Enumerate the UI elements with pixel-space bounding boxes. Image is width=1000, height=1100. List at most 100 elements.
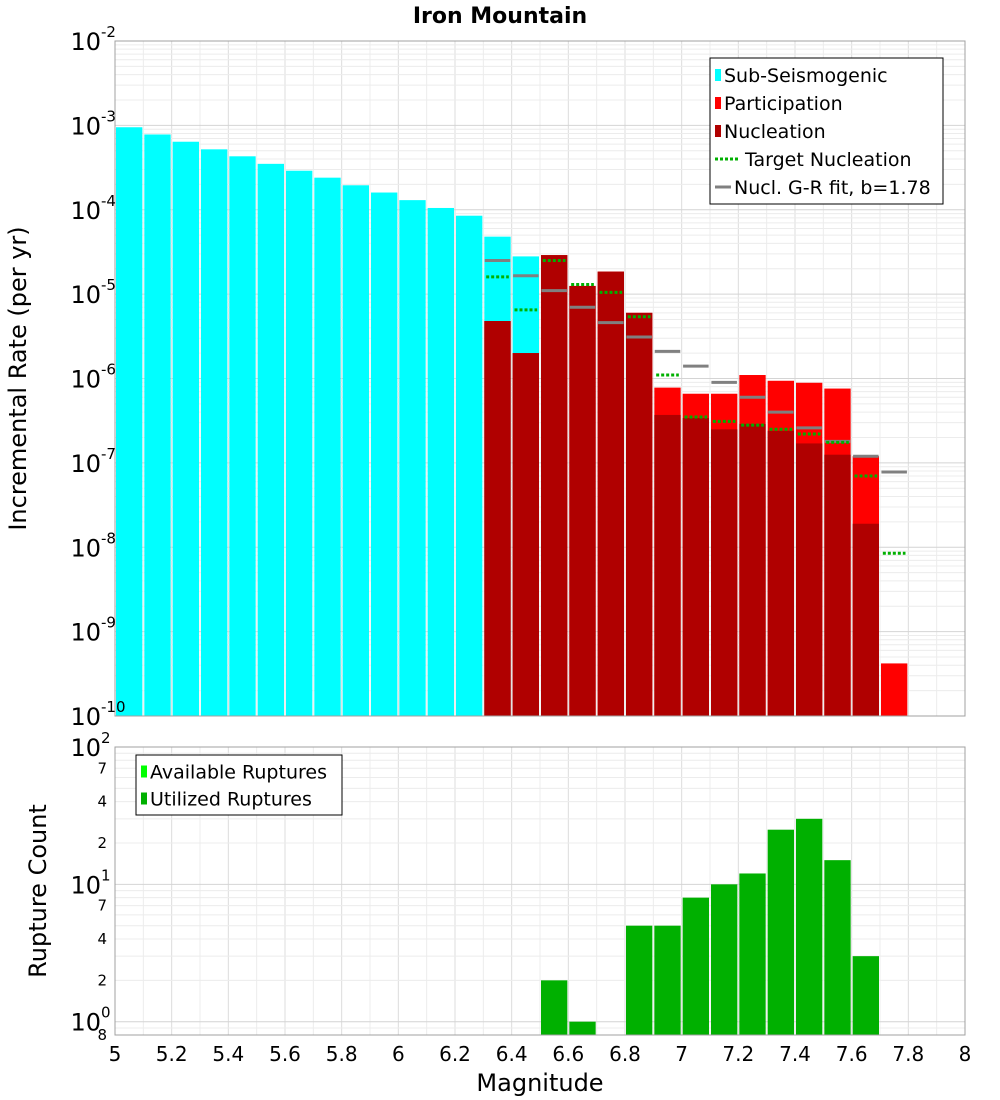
sub-seismogenic-bar: [172, 141, 199, 716]
rupture-count-y-minor-tick-label: 2: [97, 971, 107, 989]
rupture-count-y-tick-exponent: 0: [101, 1004, 111, 1022]
magnitude-x-tick-label: 7.8: [892, 1042, 924, 1066]
rupture-count-plot-legend-label: Utilized Ruptures: [150, 789, 312, 811]
rate-plot-y-tick-label: 10: [70, 619, 101, 647]
nucleation-bar: [541, 255, 568, 716]
rate-plot-legend-swatch: [715, 125, 721, 137]
magnitude-x-tick-label: 5.6: [269, 1042, 301, 1066]
sub-seismogenic-bar: [201, 149, 228, 716]
magnitude-x-tick-label: 7.2: [722, 1042, 754, 1066]
rupture-count-y-minor-tick-label: 7: [97, 897, 107, 915]
utilized-ruptures-bar: [682, 897, 709, 1035]
utilized-ruptures-bar: [739, 873, 766, 1035]
utilized-ruptures-bar: [767, 829, 794, 1035]
nucleation-bar: [484, 321, 511, 716]
nucleation-bar: [597, 271, 624, 716]
rate-plot-legend-label: Participation: [724, 93, 843, 115]
rate-plot-legend-label: Nucleation: [724, 121, 826, 143]
utilized-ruptures-bar: [824, 860, 851, 1035]
sub-seismogenic-bar: [371, 192, 398, 717]
utilized-ruptures-bar: [654, 925, 681, 1035]
sub-seismogenic-bar: [116, 127, 143, 716]
rate-plot-y-tick-label: 10: [70, 28, 101, 56]
rate-plot-legend-swatch: [715, 69, 721, 81]
rupture-count-y-minor-tick-label: 7: [97, 759, 107, 777]
participation-bar: [881, 663, 908, 716]
rate-plot-y-tick-label: 10: [70, 534, 101, 562]
sub-seismogenic-bar: [286, 170, 313, 716]
utilized-ruptures-bar: [626, 925, 653, 1035]
utilized-ruptures-bar: [852, 956, 879, 1035]
magnitude-x-tick-label: 5.4: [212, 1042, 244, 1066]
rate-plot-legend-swatch: [715, 97, 721, 109]
rate-plot-frame: [114, 40, 966, 717]
sub-seismogenic-bar: [229, 156, 256, 717]
nucleation-bar: [626, 312, 653, 716]
utilized-ruptures-bar: [541, 980, 568, 1035]
rate-plot-legend-label: Nucl. G-R fit, b=1.78: [734, 177, 931, 199]
rupture-count-plot-legend-swatch: [141, 765, 147, 778]
sub-seismogenic-bar: [342, 185, 369, 717]
sub-seismogenic-bar: [257, 163, 284, 717]
rate-plot-y-tick-exponent: -6: [101, 361, 116, 379]
rate-plot-legend: Sub-Seismogenic Participation Nucleation Ta…: [709, 57, 944, 205]
rate-plot-y-tick-exponent: -5: [101, 276, 116, 294]
rate-plot-y-tick-exponent: -9: [101, 614, 116, 632]
magnitude-x-axis-label: Magnitude: [476, 1069, 603, 1097]
rupture-count-plot-bars: [541, 818, 879, 1035]
magnitude-x-tick-label: 8: [959, 1042, 972, 1066]
rate-plot-legend-label: Target Nucleation: [744, 149, 912, 171]
magnitude-x-ticks: 5 5.2 5.4 5.6 5.8 6 6.2 6.4 6.6 6.8 7 7.2 7.4 7.6 7.8 8: [109, 1042, 972, 1066]
rupture-count-plot-legend-swatch: [141, 792, 147, 805]
rate-plot-y-tick-label: 10: [70, 281, 101, 309]
rupture-count-y-tick-exponent: 1: [101, 866, 111, 884]
nucleation-bar: [824, 454, 851, 716]
rupture-count-y-tick-label: 10: [70, 1009, 101, 1037]
rate-plot-y-tick-exponent: -7: [101, 445, 116, 463]
rupture-count-y-tick-label: 10: [70, 871, 101, 899]
utilized-ruptures-bar: [711, 884, 738, 1035]
rate-plot-markers: [484, 259, 907, 555]
sub-seismogenic-bar: [314, 177, 341, 716]
nucleation-bar: [767, 430, 794, 716]
sub-seismogenic-bar: [456, 215, 483, 717]
sub-seismogenic-bar: [399, 200, 426, 716]
rate-plot-legend-box: [709, 57, 944, 205]
rate-plot-grid: [114, 41, 966, 717]
chart-title: Iron Mountain: [413, 4, 587, 29]
nucleation-bar: [739, 423, 766, 716]
rate-plot-y-tick-exponent: -10: [101, 698, 126, 716]
rupture-count-y-minor-tick-label: 8: [97, 1026, 107, 1044]
rate-plot-y-tick-label: 10: [70, 366, 101, 394]
sub-seismogenic-bar: [427, 207, 454, 716]
utilized-ruptures-bar: [796, 818, 823, 1035]
magnitude-x-tick-label: 6.2: [439, 1042, 471, 1066]
rupture-count-plot-legend-label: Available Ruptures: [150, 762, 327, 784]
nucleation-bar: [512, 353, 539, 716]
nucleation-bar: [796, 443, 823, 716]
magnitude-x-tick-label: 6.6: [552, 1042, 584, 1066]
nucleation-bar: [682, 418, 709, 716]
magnitude-x-tick-label: 7.6: [836, 1042, 868, 1066]
rate-plot-y-tick-exponent: -8: [101, 529, 116, 547]
rupture-count-y-tick-exponent: 2: [101, 729, 111, 747]
nucleation-bar: [711, 429, 738, 716]
rate-plot-y-tick-exponent: -4: [101, 192, 116, 210]
rate-plot-y-axis-label: Incremental Rate (per yr): [4, 226, 32, 530]
rupture-count-y-minor-tick-label: 4: [97, 930, 107, 948]
rate-plot-bars: [116, 127, 908, 717]
utilized-ruptures-bar: [569, 1021, 596, 1035]
rate-plot-y-tick-label: 10: [70, 450, 101, 478]
rate-plot-y-tick-label: 10: [70, 112, 101, 140]
magnitude-x-tick-label: 5.8: [326, 1042, 358, 1066]
magnitude-x-tick-label: 5.2: [156, 1042, 188, 1066]
rupture-count-plot-legend-box: [135, 754, 343, 816]
rate-plot-y-tick-exponent: -2: [101, 23, 116, 41]
magnitude-x-tick-label: 7: [675, 1042, 688, 1066]
rupture-count-y-minor-tick-label: 2: [97, 834, 107, 852]
rupture-count-plot-y-axis-label: Rupture Count: [24, 804, 52, 978]
